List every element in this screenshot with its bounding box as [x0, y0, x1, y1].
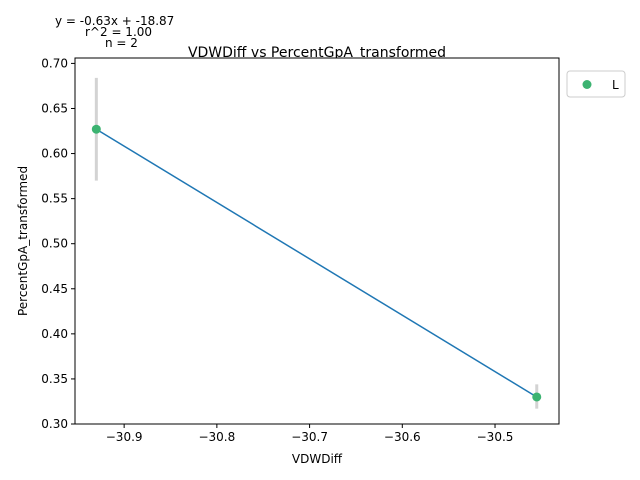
y-tick-label: 0.60	[41, 147, 68, 161]
regression-line	[95, 128, 538, 398]
y-axis-ticks: 0.30 0.35 0.40 0.45 0.50 0.55 0.60 0.65 0.70	[41, 56, 75, 431]
y-tick-label: 0.35	[41, 372, 68, 386]
y-tick-label: 0.70	[41, 56, 68, 70]
y-tick-label: 0.50	[41, 237, 68, 251]
r-squared-label: r^2 = 1.00	[85, 25, 152, 39]
y-tick-label: 0.45	[41, 282, 68, 296]
legend-entry-label: L	[612, 78, 619, 92]
sample-size-label: n = 2	[105, 36, 138, 50]
chart-title: VDWDiff vs PercentGpA_transformed	[188, 45, 446, 61]
fit-equation-label: y = -0.63x + -18.87	[55, 14, 174, 28]
x-tick-label: −30.9	[106, 430, 143, 444]
x-tick-label: −30.5	[477, 430, 514, 444]
data-point	[532, 392, 542, 402]
legend: L	[566, 70, 626, 98]
x-tick-label: −30.8	[198, 430, 235, 444]
y-tick-label: 0.65	[41, 101, 68, 115]
y-tick-label: 0.55	[41, 192, 68, 206]
x-tick-label: −30.6	[384, 430, 421, 444]
data-points	[91, 124, 542, 402]
y-axis-label: PercentGpA_transformed	[16, 166, 30, 316]
legend-marker	[582, 80, 592, 89]
x-axis-label: VDWDiff	[292, 452, 343, 466]
data-point	[91, 124, 101, 134]
x-tick-label: −30.7	[291, 430, 328, 444]
legend-box	[566, 70, 626, 98]
x-axis-ticks: −30.9 −30.8 −30.7 −30.6 −30.5	[106, 424, 514, 444]
y-tick-label: 0.30	[41, 417, 68, 431]
fit-line-group	[95, 128, 538, 398]
plot-area	[74, 57, 560, 425]
y-tick-label: 0.40	[41, 327, 68, 341]
